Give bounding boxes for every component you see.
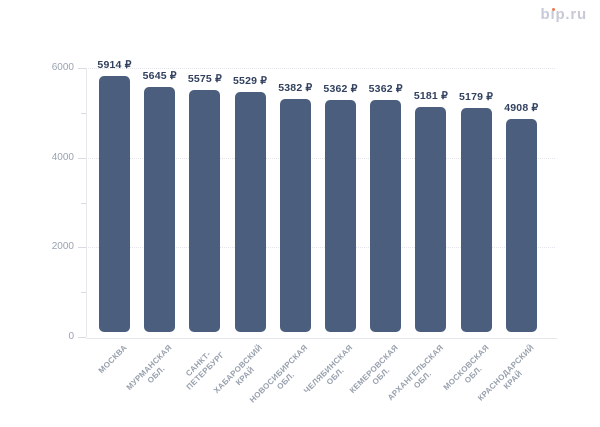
y-axis-tick-label: 4000 — [51, 151, 74, 163]
y-axis-line — [86, 68, 87, 337]
bar-value-label: 5645 ₽ — [142, 70, 177, 83]
bar[interactable] — [189, 90, 221, 332]
x-axis-label: МУРМАНСКАЯ ОБЛ. — [125, 343, 175, 392]
bar[interactable] — [99, 75, 130, 332]
y-axis-minor-tick — [81, 292, 86, 294]
bar-value-label: 5362 ₽ — [323, 82, 358, 95]
bar-value-label: 5529 ₽ — [233, 75, 268, 88]
brand-logo-text: bı p.ru — [540, 6, 587, 23]
bar[interactable] — [415, 107, 447, 332]
bar[interactable] — [325, 99, 356, 332]
bar[interactable] — [144, 87, 176, 332]
bar-value-label: 5382 ₽ — [278, 81, 313, 94]
bar-value-label: 5181 ₽ — [413, 90, 448, 103]
y-axis-tick — [78, 337, 86, 338]
bar[interactable] — [234, 92, 266, 332]
brand-logo: bı p.ru — [541, 6, 587, 23]
y-axis-minor-tick — [81, 202, 86, 204]
x-axis-line — [86, 337, 557, 339]
x-axis-label: МОСКВА — [96, 343, 129, 376]
bar-value-label: 5914 ₽ — [97, 58, 132, 71]
bar[interactable] — [460, 107, 492, 332]
y-axis-tick — [78, 157, 86, 159]
y-axis-minor-tick — [81, 112, 86, 114]
logo-i-dot-icon — [551, 7, 555, 11]
y-axis-tick — [78, 68, 86, 69]
bar-value-label: 5179 ₽ — [459, 90, 494, 103]
bar-value-label: 5575 ₽ — [187, 73, 222, 86]
bar[interactable] — [370, 99, 402, 332]
bar-value-label: 4908 ₽ — [504, 102, 539, 115]
y-axis-tick-label: 2000 — [51, 241, 74, 253]
gridline — [86, 68, 555, 69]
gridline — [86, 157, 555, 159]
gridline — [86, 247, 555, 249]
bar[interactable] — [505, 119, 537, 332]
bar[interactable] — [279, 98, 311, 332]
y-axis-tick-label: 6000 — [51, 62, 74, 73]
bar-value-label: 5362 ₽ — [368, 82, 403, 95]
y-axis-tick-label: 0 — [68, 331, 74, 342]
y-axis-tick — [78, 247, 86, 249]
